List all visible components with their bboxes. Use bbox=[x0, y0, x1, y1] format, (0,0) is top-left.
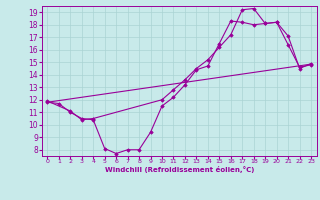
X-axis label: Windchill (Refroidissement éolien,°C): Windchill (Refroidissement éolien,°C) bbox=[105, 166, 254, 173]
